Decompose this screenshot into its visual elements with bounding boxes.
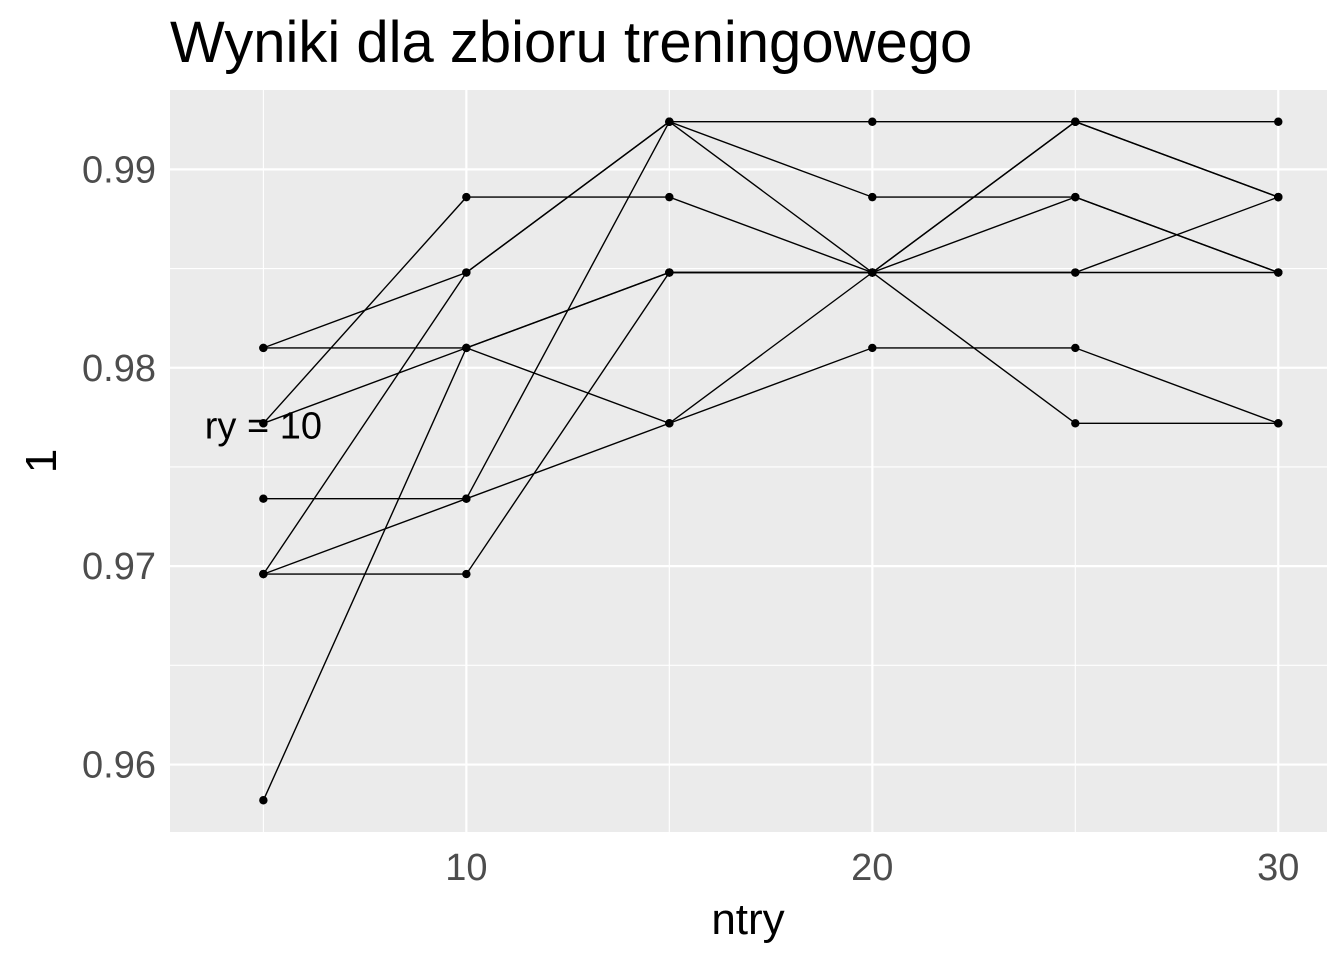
data-point [868,268,877,277]
y-tick-label: 0.96 [82,745,156,787]
y-tick-label: 0.97 [82,546,156,588]
data-point [462,268,471,277]
data-point [868,343,877,353]
x-tick-label: 20 [851,847,893,889]
data-point [1274,268,1283,277]
series-lines [262,120,1279,801]
data-point [665,192,674,202]
data-point [665,419,674,428]
major-gridlines [170,90,1327,832]
chart-title: Wyniki dla zbioru treningowego [170,10,972,75]
y-tick-label: 0.99 [82,149,156,191]
data-point [1071,343,1080,353]
y-tick-label: 0.98 [82,348,156,390]
data-points [259,117,1283,805]
data-point [665,268,674,277]
series-line [262,120,1279,575]
data-point [259,419,268,428]
data-point [1071,268,1080,277]
data-point [462,192,471,202]
data-point [1071,117,1080,126]
data-point [1071,192,1080,202]
y-axis-title: 1 [17,449,66,473]
data-point [462,569,471,579]
data-point [259,796,268,805]
data-point [665,117,674,126]
data-point [1274,117,1283,126]
data-point [259,494,268,503]
y-axis-tick-labels: 0.96 0.97 0.98 0.99 [82,149,156,786]
data-point [462,494,471,503]
x-axis-title: ntry [711,895,784,944]
chart-annotation: ry = 10 [205,405,322,447]
series-line [263,120,1279,575]
data-point [868,117,877,126]
data-point [259,569,268,579]
data-point [462,343,471,353]
minor-gridlines [170,90,1327,832]
data-point [868,192,877,202]
series-line [262,347,1279,801]
plot-panel [170,90,1327,832]
series-line [263,120,1279,500]
data-point [1274,192,1283,202]
x-tick-label: 30 [1257,847,1299,889]
x-axis-tick-labels: 10 20 30 [445,847,1299,889]
x-tick-label: 10 [445,847,487,889]
data-point [1274,419,1283,428]
data-point [259,343,268,353]
data-point [1071,419,1080,428]
series-line [263,271,1279,575]
